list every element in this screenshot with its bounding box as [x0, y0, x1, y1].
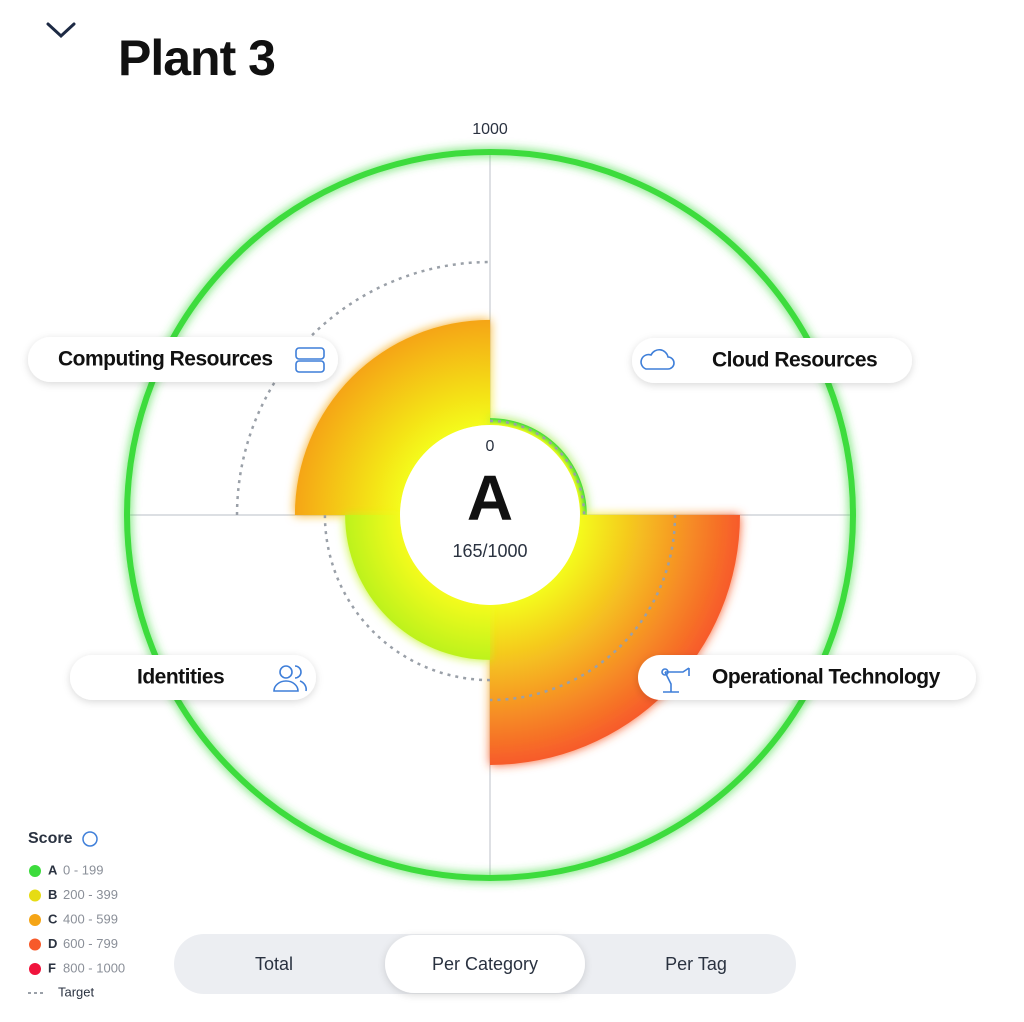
target-arc: [323, 514, 491, 682]
category-pill[interactable]: Operational Technology: [638, 655, 976, 700]
pill-bg: [28, 337, 338, 382]
pill-bg: [638, 655, 976, 700]
category-label: Computing Resources: [58, 348, 273, 371]
category-pill[interactable]: Identities: [70, 655, 316, 700]
pill-bg: [70, 655, 316, 700]
legend-title: Score: [28, 830, 73, 847]
score-wedge: [490, 418, 587, 515]
tab-label[interactable]: Total: [255, 954, 293, 974]
grade: A: [467, 462, 513, 534]
icon: [640, 349, 675, 370]
icon: [279, 665, 293, 679]
legend-grade: A: [48, 862, 58, 877]
legend-range: 0 - 199: [63, 862, 103, 877]
chart: 1000 0 A 165/1000 Computing Resources Cloud R…: [28, 121, 976, 881]
tab-label[interactable]: Per Tag: [665, 954, 727, 974]
legend-grade: F: [48, 960, 56, 975]
page-title: Plant 3: [118, 30, 275, 86]
icon: [273, 665, 307, 692]
tab-selected-bg: [385, 935, 585, 993]
icon: [661, 668, 669, 676]
r-tick-label: 1000: [472, 121, 508, 138]
legend-target: Target: [58, 984, 95, 999]
legend-swatch: [29, 865, 41, 877]
r-tick-label: 0: [486, 438, 495, 455]
legend-swatch: [29, 938, 41, 951]
legend-range: 200 - 399: [63, 887, 118, 902]
icon: [295, 347, 325, 360]
category-pill[interactable]: Computing Resources: [28, 337, 338, 382]
info-icon[interactable]: [82, 831, 98, 847]
legend: Score A 0 - 199 B 200 - 399 C 400 - 599 D 600 - …: [28, 830, 125, 999]
score-wedge: [294, 319, 490, 515]
category-label: Operational Technology: [712, 666, 941, 689]
score-wedge: [345, 515, 490, 660]
legend-swatch: [29, 963, 41, 975]
tabs: Total Per Category Per Tag: [174, 934, 796, 994]
legend-range: 600 - 799: [63, 936, 118, 951]
category-pill[interactable]: Cloud Resources: [632, 338, 912, 383]
target-arc: [235, 260, 491, 516]
score-wedge: [490, 515, 740, 765]
icon: [663, 667, 690, 693]
legend-swatch: [29, 889, 41, 902]
legend-range: 800 - 1000: [63, 960, 125, 975]
legend-swatch: [29, 914, 41, 926]
legend-grade: D: [48, 936, 57, 951]
category-label: Cloud Resources: [712, 349, 877, 372]
collapse-chevron[interactable]: [46, 22, 76, 39]
target-arc: [489, 419, 586, 516]
center-disc: [400, 425, 580, 605]
tab-label[interactable]: Per Category: [432, 954, 538, 974]
category-label: Identities: [137, 666, 224, 689]
legend-grade: C: [48, 911, 58, 926]
pill-bg: [632, 338, 912, 383]
legend-range: 400 - 599: [63, 911, 118, 926]
target-arc: [489, 514, 677, 702]
legend-grade: B: [48, 887, 57, 902]
outer-ring: [124, 149, 856, 881]
score: 165/1000: [452, 541, 527, 561]
icon: [295, 360, 325, 373]
